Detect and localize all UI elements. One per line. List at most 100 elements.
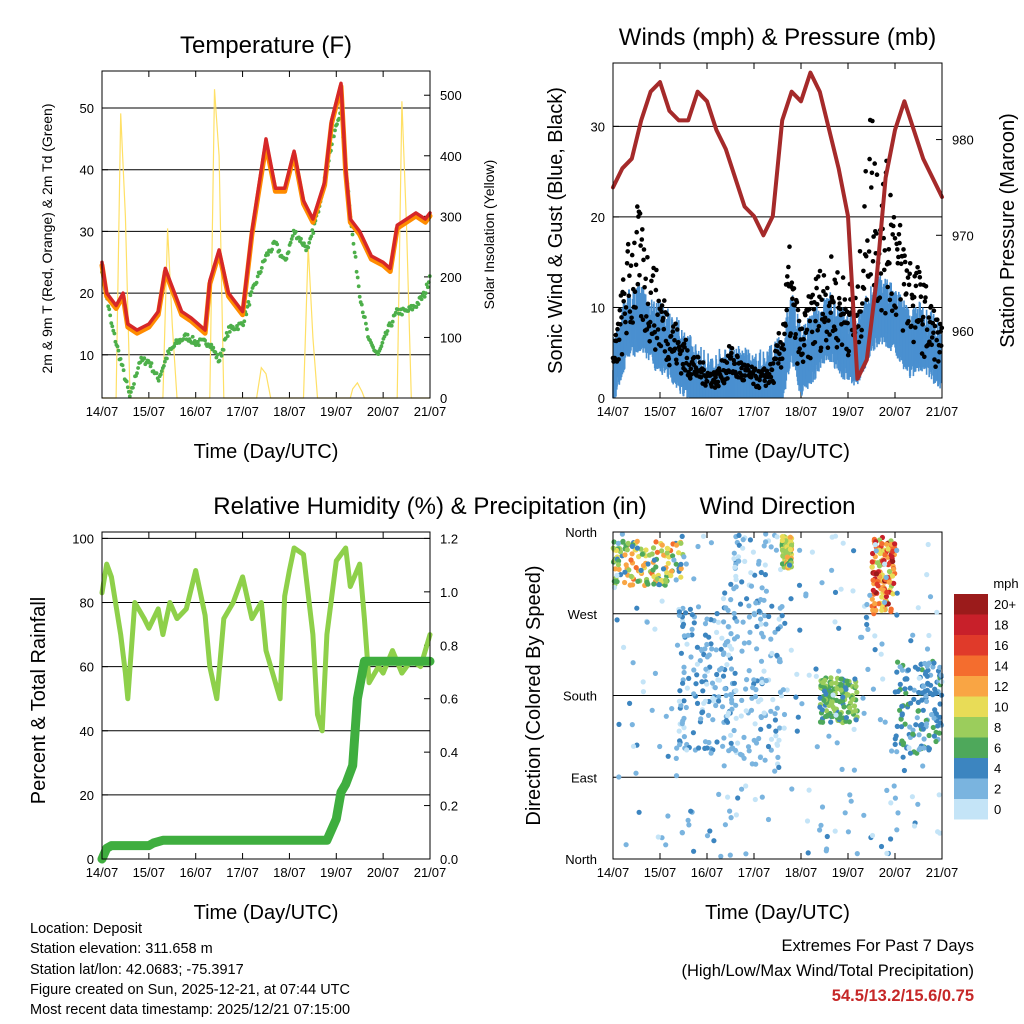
gust-point bbox=[819, 297, 824, 303]
dewpoint-point bbox=[357, 294, 362, 299]
gust-point bbox=[889, 308, 895, 314]
wind-direction-point bbox=[921, 736, 927, 742]
wind-direction-point bbox=[806, 787, 812, 793]
gust-point bbox=[672, 346, 678, 352]
wind-direction-point bbox=[621, 644, 627, 651]
wind-direction-point bbox=[708, 540, 715, 546]
gust-point bbox=[814, 301, 820, 307]
wind-direction-point bbox=[894, 669, 900, 675]
wind-direction-point bbox=[915, 605, 921, 611]
colorbar-label: 18 bbox=[994, 618, 1008, 633]
wind-direction-point bbox=[891, 783, 897, 789]
wind-direction-point bbox=[878, 843, 885, 850]
dewpoint-point bbox=[307, 240, 312, 245]
dewpoint-point bbox=[333, 128, 337, 133]
wind-direction-point bbox=[699, 710, 705, 716]
wind-direction-point bbox=[737, 601, 744, 607]
wind-direction-point bbox=[899, 703, 905, 709]
gust-point bbox=[937, 349, 942, 355]
wind-direction-point bbox=[649, 551, 655, 557]
wind-direction-point bbox=[669, 568, 675, 574]
wind-direction-point bbox=[629, 543, 635, 550]
dewpoint-point bbox=[332, 134, 336, 139]
wind-direction-point bbox=[838, 687, 844, 693]
dewpoint-point bbox=[120, 363, 125, 368]
gust-point bbox=[782, 331, 787, 337]
wind-direction-point bbox=[851, 548, 857, 554]
wind-direction-point bbox=[623, 562, 629, 568]
gust-point bbox=[682, 368, 688, 373]
gust-point bbox=[783, 323, 788, 328]
wind-direction-point bbox=[753, 600, 759, 606]
gust-point bbox=[845, 352, 851, 358]
dewpoint-point bbox=[263, 258, 267, 263]
gust-point bbox=[670, 329, 676, 334]
wind-direction-point bbox=[694, 644, 701, 650]
wind-direction-point bbox=[721, 650, 727, 656]
wind-direction-point bbox=[721, 763, 727, 769]
wind-direction-point bbox=[762, 562, 768, 568]
wind-direction-point bbox=[673, 773, 680, 779]
gust-point bbox=[778, 365, 784, 370]
wind-direction-point bbox=[836, 668, 842, 674]
wind-direction-point bbox=[703, 666, 709, 672]
wind-direction-point bbox=[772, 717, 779, 723]
wind-direction-point bbox=[891, 580, 897, 587]
gust-point bbox=[756, 385, 762, 391]
wind-direction-point bbox=[834, 685, 840, 692]
dewpoint-point bbox=[335, 122, 339, 127]
y-tick-label: North bbox=[565, 852, 597, 867]
wind-direction-point bbox=[879, 541, 885, 547]
wind-direction-point bbox=[633, 770, 639, 776]
wind-direction-point bbox=[776, 764, 782, 771]
wind-direction-point bbox=[640, 679, 646, 685]
dewpoint-point bbox=[242, 319, 247, 324]
wind-direction-point bbox=[794, 728, 800, 734]
wind-direction-point bbox=[813, 666, 819, 672]
gust-point bbox=[823, 292, 828, 298]
wind-direction-point bbox=[851, 767, 858, 773]
wind-direction-point bbox=[795, 714, 801, 720]
station-info: Location: Deposit Station elevation: 311… bbox=[30, 919, 350, 1020]
gust-point bbox=[673, 321, 678, 327]
extremes-box: Extremes For Past 7 Days (High/Low/Max W… bbox=[681, 934, 974, 1009]
wind-direction-point bbox=[655, 834, 661, 840]
wind-direction-point bbox=[716, 698, 722, 704]
wind-direction-point bbox=[864, 621, 870, 628]
wind-direction-point bbox=[627, 700, 633, 707]
wind-direction-point bbox=[873, 571, 880, 577]
x-tick-label: 14/07 bbox=[86, 865, 119, 880]
wind-direction-point bbox=[722, 590, 728, 596]
gust-point bbox=[637, 211, 643, 216]
y2-tick-label: 980 bbox=[952, 133, 974, 148]
dewpoint-point bbox=[422, 294, 427, 299]
wind-direction-point bbox=[727, 808, 733, 814]
gust-point bbox=[800, 351, 805, 357]
wind-direction-point bbox=[861, 710, 867, 716]
wind-direction-point bbox=[931, 660, 937, 666]
wind-direction-point bbox=[865, 666, 871, 673]
gust-point bbox=[924, 327, 930, 333]
wind-direction-point bbox=[681, 725, 687, 731]
dewpoint-point bbox=[350, 232, 355, 237]
gust-point bbox=[882, 267, 887, 273]
dewpoint-point bbox=[419, 297, 424, 302]
colorbar-swatch bbox=[954, 635, 988, 656]
y2-tick-label: 0.2 bbox=[440, 799, 458, 814]
x-tick-label: 18/07 bbox=[273, 404, 306, 419]
wind-direction-point bbox=[779, 613, 785, 619]
wind-direction-point bbox=[915, 666, 921, 672]
dewpoint-point bbox=[110, 324, 115, 329]
gust-point bbox=[769, 367, 775, 373]
wind-direction-point bbox=[694, 700, 701, 707]
wind-direction-point bbox=[656, 582, 663, 588]
gust-point bbox=[649, 278, 654, 284]
wind-direction-point bbox=[840, 694, 846, 700]
wind-direction-point bbox=[937, 714, 943, 720]
wind-direction-point bbox=[708, 750, 714, 756]
gust-point bbox=[887, 261, 892, 266]
y2-tick-label: 0.4 bbox=[440, 745, 458, 760]
dewpoint-point bbox=[376, 352, 381, 356]
wind-direction-point bbox=[684, 641, 690, 647]
y2-tick-label: 400 bbox=[440, 149, 462, 164]
